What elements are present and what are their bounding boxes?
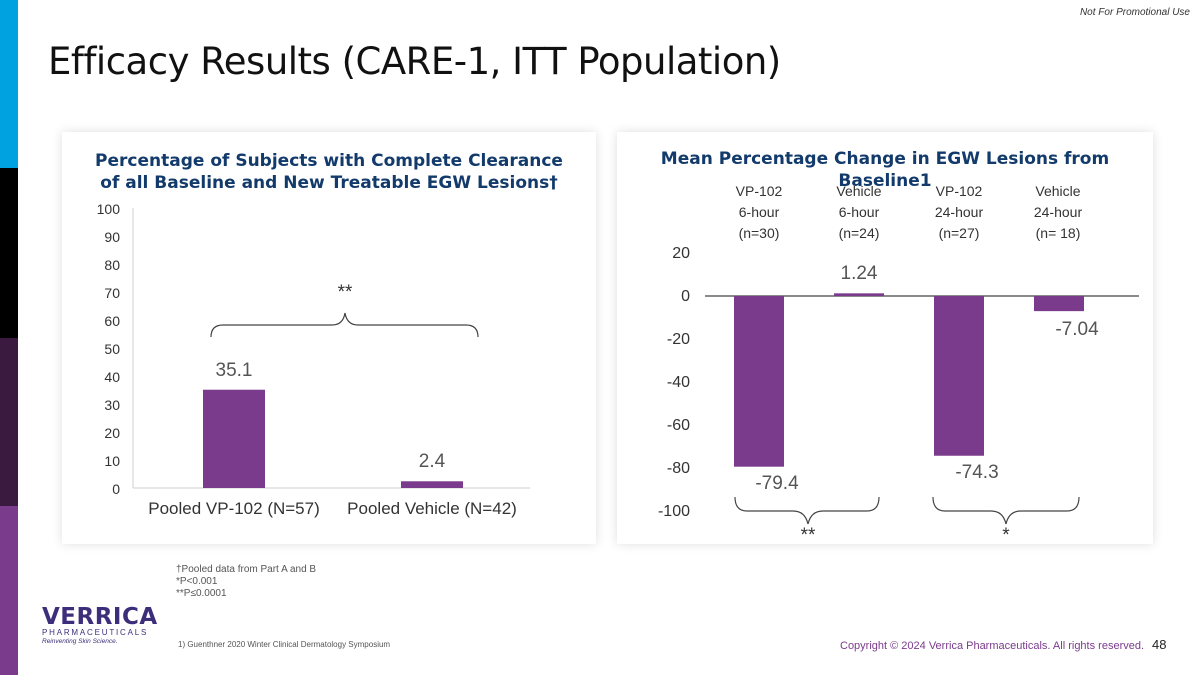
footnote-pooled: †Pooled data from Part A and B — [176, 564, 317, 575]
left-bar-pooled-vehicle — [401, 481, 463, 488]
right-y-tick: -80 — [666, 460, 690, 477]
right-y-tick: 20 — [672, 245, 690, 262]
left-significance-marker: ** — [337, 282, 353, 303]
verrica-logo: VERRICA PHARMACEUTICALS Reinventing Skin… — [42, 604, 158, 645]
right-significance-marker: * — [1002, 525, 1010, 546]
category-n: (n=30) — [738, 225, 780, 241]
copyright: Copyright © 2024 Verrica Pharmaceuticals… — [840, 640, 1145, 652]
left-y-tick: 40 — [104, 369, 120, 385]
page-title: Efficacy Results (CARE-1, ITT Population… — [48, 40, 781, 83]
right-bar-vp102-6h — [734, 296, 784, 467]
left-y-tick: 20 — [104, 425, 120, 441]
left-category-label: Pooled VP-102 (N=57) — [148, 499, 320, 518]
left-chart-svg — [132, 208, 530, 489]
logo-tagline: Reinventing Skin Science. — [42, 638, 118, 645]
right-value-label: 1.24 — [840, 263, 878, 285]
left-category-label: Pooled Vehicle (N=42) — [347, 499, 517, 518]
right-category-header: Vehicle 6-hour (n=24) — [814, 181, 904, 244]
category-duration: 24-hour — [934, 204, 984, 220]
left-chart-card: Percentage of Subjects with Complete Cle… — [62, 132, 596, 544]
right-bar-vp102-24h — [934, 296, 984, 456]
left-y-tick: 90 — [104, 229, 120, 245]
right-value-label: -74.3 — [955, 461, 999, 483]
right-significance-brace-6h — [734, 496, 880, 525]
left-y-tick: 10 — [104, 453, 120, 469]
page-number: 48 — [1152, 637, 1167, 652]
left-y-tick: 0 — [112, 481, 120, 497]
right-chart-card: Mean Percentage Change in EGW Lesions fr… — [617, 132, 1153, 546]
accent-bar-purple — [0, 506, 18, 675]
category-duration: 6-hour — [738, 204, 780, 220]
right-category-header: Vehicle 24-hour (n= 18) — [1013, 181, 1103, 244]
right-y-tick: 0 — [681, 288, 690, 305]
right-category-header: VP-102 24-hour (n=27) — [914, 181, 1004, 244]
left-chart-title: Percentage of Subjects with Complete Cle… — [62, 150, 596, 194]
right-chart-svg — [705, 293, 1139, 525]
footnote-p0001: **P≤0.0001 — [176, 588, 227, 599]
category-duration: 24-hour — [1033, 204, 1083, 220]
right-significance-marker: ** — [800, 525, 816, 546]
right-bar-vehicle-24h — [1034, 296, 1084, 312]
right-chart-title: Mean Percentage Change in EGW Lesions fr… — [660, 149, 1110, 191]
right-value-label: -7.04 — [1055, 319, 1099, 341]
category-name: VP-102 — [735, 183, 783, 199]
category-n: (n= 18) — [1035, 225, 1081, 241]
right-y-tick: -40 — [666, 374, 690, 391]
logo-subtitle: PHARMACEUTICALS — [42, 628, 149, 637]
left-value-label: 35.1 — [215, 359, 253, 381]
category-name: Vehicle — [1035, 183, 1081, 199]
left-bar-pooled-vp102 — [203, 389, 265, 488]
right-category-header: VP-102 6-hour (n=30) — [714, 181, 804, 244]
left-y-tick: 70 — [104, 285, 120, 301]
accent-bar-black — [0, 168, 18, 338]
left-y-tick: 100 — [96, 201, 120, 217]
reference: 1) Guenthner 2020 Winter Clinical Dermat… — [178, 640, 391, 649]
category-name: Vehicle — [836, 183, 882, 199]
footnote-p001: *P<0.001 — [176, 576, 218, 587]
right-y-tick: -20 — [666, 331, 690, 348]
accent-bar-blue — [0, 0, 18, 168]
category-n: (n=27) — [938, 225, 980, 241]
category-duration: 6-hour — [838, 204, 880, 220]
category-name: VP-102 — [935, 183, 983, 199]
left-value-label: 2.4 — [418, 451, 446, 473]
footnotes: †Pooled data from Part A and B *P<0.001 … — [176, 564, 316, 600]
disclaimer: Not For Promotional Use — [1079, 7, 1190, 18]
right-value-label: -79.4 — [755, 472, 799, 494]
category-n: (n=24) — [838, 225, 880, 241]
left-y-tick: 50 — [104, 341, 120, 357]
left-y-tick: 30 — [104, 397, 120, 413]
logo-name: VERRICA — [42, 604, 158, 630]
left-significance-brace — [210, 312, 479, 338]
accent-bar-dark-purple — [0, 338, 18, 506]
right-y-tick: -100 — [657, 503, 690, 520]
left-chart-title-text: Percentage of Subjects with Complete Cle… — [95, 151, 563, 193]
right-bar-vehicle-6h — [834, 293, 884, 296]
left-y-tick: 60 — [104, 313, 120, 329]
left-y-tick: 80 — [104, 257, 120, 273]
right-significance-brace-24h — [932, 496, 1080, 525]
right-y-tick: -60 — [666, 417, 690, 434]
